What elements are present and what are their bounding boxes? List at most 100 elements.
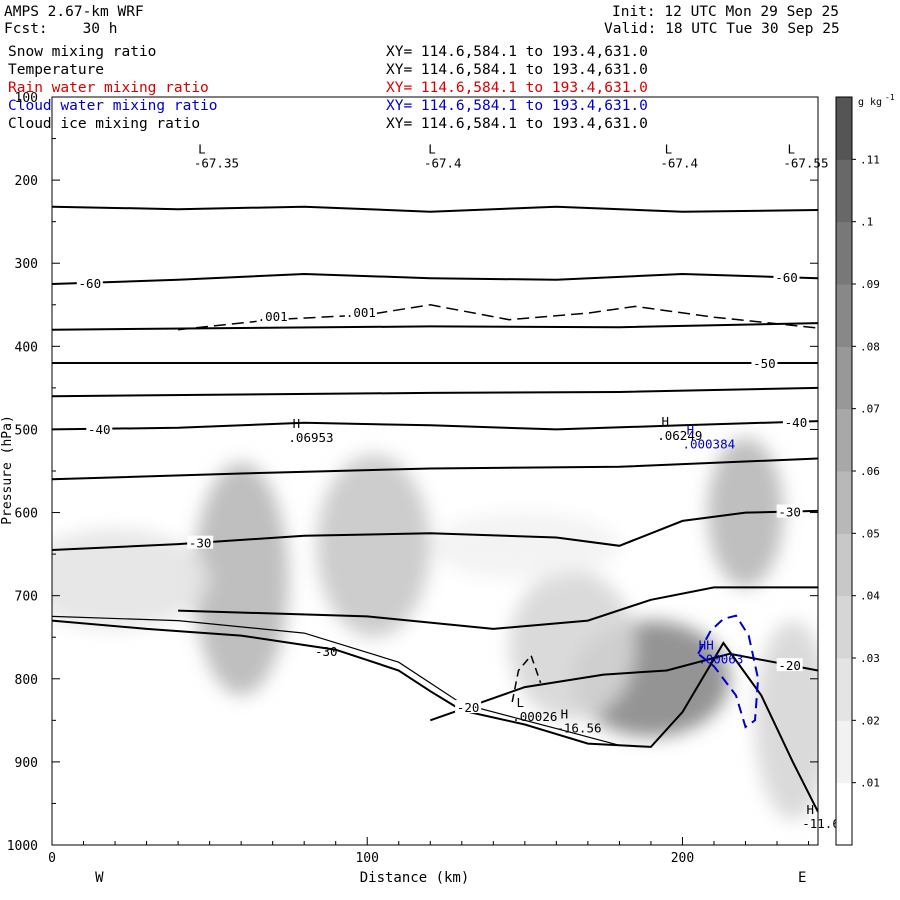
isotherm-label: -60 [775, 270, 798, 285]
valid-time: Valid: 18 UTC Tue 30 Sep 25 [604, 21, 840, 37]
isotherm-line [52, 457, 818, 481]
extremum-value: -11.6 [802, 816, 840, 831]
extremum-value: .06249 [657, 428, 702, 443]
isotherm-label: -40 [785, 415, 808, 430]
contour-lines [52, 205, 818, 813]
snow-shading-blob [430, 512, 620, 580]
isotherm-line [52, 509, 818, 551]
field-xy-range: XY= 114.6,584.1 to 193.4,631.0 [386, 98, 648, 114]
y-tick-label: 600 [15, 507, 38, 522]
colorbar-label: .03 [860, 652, 880, 665]
y-tick-label: 900 [15, 756, 38, 771]
y-tick-label: 200 [15, 174, 38, 189]
extremum-value: .00063 [698, 652, 743, 667]
isotherm-label: -20 [778, 658, 801, 673]
fcst-label: Fcst: [4, 21, 48, 37]
extremum-value: -16.56 [556, 721, 601, 736]
isotherm-label-bg [782, 414, 809, 428]
colorbar-label: .04 [860, 590, 880, 603]
init-time: Init: 12 UTC Mon 29 Sep 25 [612, 4, 839, 20]
field-name: Snow mixing ratio [8, 44, 157, 60]
extremum-marker: H [561, 707, 569, 722]
fcst-value: 30 h [82, 21, 118, 37]
field-name: Rain water mixing ratio [8, 80, 209, 96]
colorbar-swatch [836, 533, 852, 597]
snow-shading-blob [754, 620, 818, 821]
colorbar-label: .02 [860, 714, 880, 727]
isotherm-label: -50 [753, 356, 776, 371]
field-name: Cloud ice mixing ratio [8, 116, 201, 132]
colorbar-label: .09 [860, 278, 880, 291]
x-axis-label: Distance (km) [360, 870, 470, 886]
y-tick-label: 700 [15, 590, 38, 605]
extremum-marker: L [428, 141, 436, 156]
colorbar-label: .05 [860, 527, 880, 540]
isotherm-label-bg [455, 700, 482, 714]
colorbar-swatch [836, 658, 852, 721]
extremum-marker: HH [699, 638, 714, 653]
isotherm-label: -20 [457, 700, 480, 715]
forecast-label: Fcst: 30 h [4, 21, 118, 38]
cloud-ice-contour [178, 304, 818, 331]
extremum-value: -67.35 [194, 155, 239, 170]
rain-water-contour [511, 654, 542, 703]
snow-shading-blob [509, 570, 636, 721]
colorbar-label: .07 [860, 403, 880, 416]
extremum-marker: L [788, 141, 796, 156]
contour-labels: -60 -60-50-40 -40-30-30-20-20-30.001.001L-… [76, 141, 840, 831]
isotherm-label: -30 [315, 644, 338, 659]
field-xy-range: XY= 114.6,584.1 to 193.4,631.0 [386, 116, 648, 132]
isotherm-label-bg [776, 504, 803, 518]
colorbar-label: .01 [860, 777, 880, 790]
isotherm-label-bg [187, 535, 214, 549]
snow-shading-blob [193, 462, 289, 696]
terrain-line [52, 619, 818, 813]
x-tick-label: 100 [355, 851, 378, 866]
extremum-value: .00026 [512, 709, 557, 724]
cloud-water-contour [697, 614, 760, 729]
extremum-marker: H [661, 414, 669, 429]
x-end-label-west: W [95, 870, 104, 886]
extremum-marker: L [516, 695, 524, 710]
colorbar-swatch [836, 221, 852, 285]
extremum-marker: L [198, 141, 206, 156]
snow-shading-blob [52, 529, 210, 629]
colorbar-swatch [836, 346, 852, 410]
field-xy-range: XY= 114.6,584.1 to 193.4,631.0 [386, 80, 648, 96]
extremum-value: -67.55 [783, 155, 828, 170]
y-tick-label: 100 [15, 91, 38, 106]
isotherm-label-bg [751, 355, 778, 369]
isotherm-label-bg [86, 421, 113, 435]
terrain-line-secondary [52, 615, 620, 746]
cloud-ice-label-bg [256, 309, 289, 324]
colorbar-swatch [836, 97, 852, 160]
extremum-marker: H [293, 416, 301, 431]
field-name: Temperature [8, 62, 105, 78]
extremum-marker: H [806, 802, 814, 817]
cloud-ice-label: .001 [346, 305, 376, 320]
isotherm-label: -40 [88, 422, 111, 437]
isotherm-label-bg [773, 270, 800, 284]
isotherm-line [52, 322, 818, 331]
y-tick-label: 500 [15, 423, 38, 438]
field-name: Cloud water mixing ratio [8, 98, 218, 114]
colorbar: .01 .02 .03 .04 .05 .06 .07 .08 .09 .1 .11 g kg -1 [835, 93, 895, 846]
field-xy-range: XY= 114.6,584.1 to 193.4,631.0 [386, 62, 648, 78]
y-tick-label: 400 [15, 340, 38, 355]
extremum-value: .06953 [288, 430, 333, 445]
colorbar-swatch [836, 284, 852, 347]
isotherm-label: -30 [778, 505, 801, 520]
isotherm-line [52, 272, 818, 285]
cloud-ice-label: .001 [258, 309, 288, 324]
colorbar-swatch [836, 595, 852, 659]
colorbar-swatch [836, 720, 852, 784]
colorbar-label: .08 [860, 340, 880, 353]
isotherm-label: -60 [79, 276, 102, 291]
isotherm-label-bg [776, 658, 803, 672]
y-tick-label: 1000 [7, 839, 38, 854]
extremum-value: -67.4 [424, 155, 462, 170]
isotherm-line [52, 386, 818, 398]
isotherm-line [52, 205, 818, 213]
colorbar-label: .06 [860, 465, 880, 478]
